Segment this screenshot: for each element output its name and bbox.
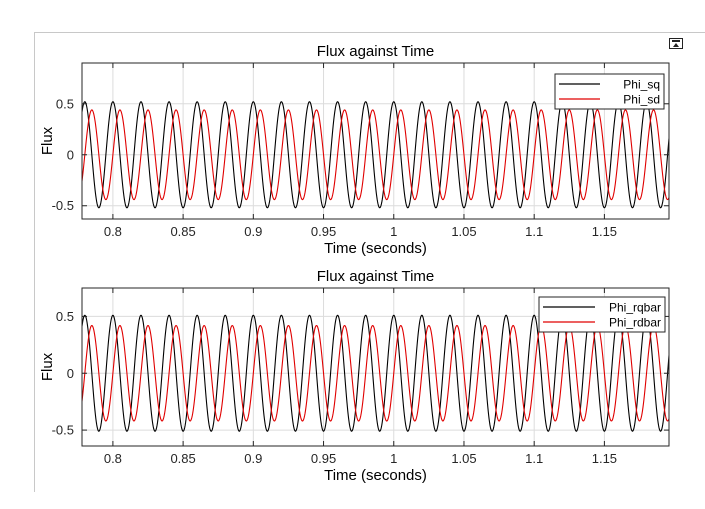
y-tick-label: 0 bbox=[67, 147, 74, 162]
x-tick-label: 1.05 bbox=[451, 451, 476, 466]
x-tick-label: 0.8 bbox=[104, 224, 122, 239]
chart-title: Flux against Time bbox=[317, 268, 435, 285]
x-tick-label: 1.05 bbox=[451, 224, 476, 239]
legend-box bbox=[554, 73, 665, 110]
x-tick-label: 0.95 bbox=[311, 451, 336, 466]
x-tick-label: 1 bbox=[390, 451, 397, 466]
y-tick-label: 0.5 bbox=[56, 96, 74, 111]
y-axis-label: Flux bbox=[39, 352, 56, 381]
x-tick-label: 0.8 bbox=[104, 451, 122, 466]
undock-icon[interactable] bbox=[669, 38, 683, 49]
legend-label: Phi_sq bbox=[623, 78, 660, 92]
figure-frame-top-border bbox=[34, 32, 705, 33]
figure-frame-left-border bbox=[34, 32, 35, 492]
series-line-Phi_rqbar bbox=[82, 314, 669, 432]
x-tick-label: 1.15 bbox=[592, 451, 617, 466]
axes-box bbox=[81, 62, 670, 220]
chart-title: Flux against Time bbox=[317, 43, 435, 60]
x-tick-label: 0.85 bbox=[170, 224, 195, 239]
y-tick-label: 0 bbox=[67, 366, 74, 381]
chart-2: 0.8 0.85 0.9 0.95 1 1.05 1.1 1.15 -0.5 0 0.5 Flux a… bbox=[39, 268, 670, 484]
y-tick-label: -0.5 bbox=[52, 423, 74, 438]
y-axis-label: Flux bbox=[39, 126, 56, 155]
axes-box bbox=[81, 287, 670, 447]
x-tick-label: 0.9 bbox=[244, 224, 262, 239]
x-tick-label: 0.9 bbox=[244, 451, 262, 466]
chart-1: 0.8 0.85 0.9 0.95 1 1.05 1.1 1.15 -0.5 0 0.5 Flux a… bbox=[39, 43, 670, 257]
y-tick-label: 0.5 bbox=[56, 309, 74, 324]
legend-box bbox=[538, 296, 666, 333]
legend-label: Phi_sd bbox=[623, 93, 660, 107]
x-axis-label: Time (seconds) bbox=[324, 467, 427, 484]
x-tick-label: 0.85 bbox=[170, 451, 195, 466]
x-axis-label: Time (seconds) bbox=[324, 240, 427, 257]
x-tick-label: 0.95 bbox=[311, 224, 336, 239]
x-tick-label: 1.1 bbox=[525, 224, 543, 239]
x-tick-label: 1.1 bbox=[525, 451, 543, 466]
series-line-Phi_sq bbox=[82, 101, 669, 209]
series-line-Phi_sd bbox=[82, 109, 669, 201]
x-tick-label: 1 bbox=[390, 224, 397, 239]
legend-label: Phi_rqbar bbox=[609, 301, 661, 315]
legend-label: Phi_rdbar bbox=[609, 316, 661, 330]
x-tick-label: 1.15 bbox=[592, 224, 617, 239]
y-tick-label: -0.5 bbox=[52, 198, 74, 213]
